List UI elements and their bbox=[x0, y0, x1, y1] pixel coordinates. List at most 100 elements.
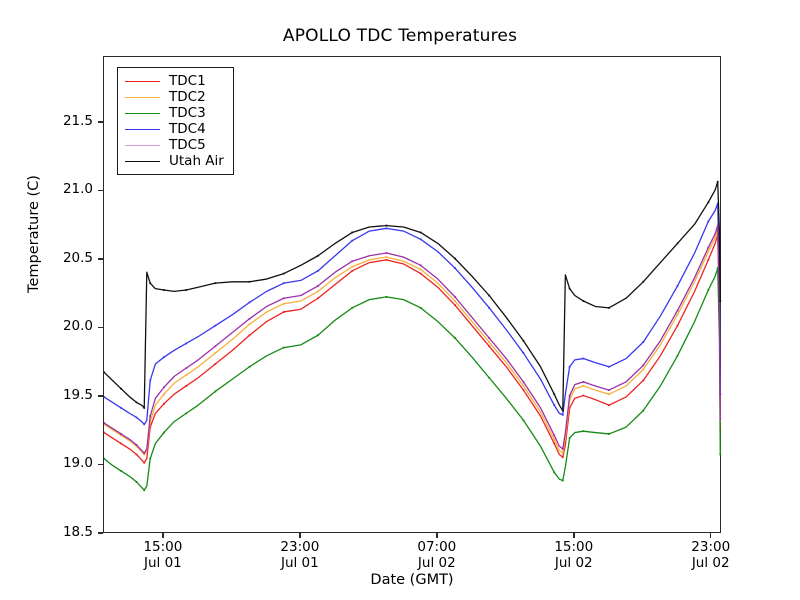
legend-item-tdc5[interactable]: TDC5 bbox=[125, 137, 224, 153]
series-marker bbox=[282, 302, 285, 305]
series-marker bbox=[488, 376, 491, 379]
series-marker bbox=[120, 387, 123, 390]
series-marker bbox=[582, 394, 585, 397]
series-marker bbox=[163, 393, 165, 396]
series-marker bbox=[104, 422, 105, 424]
series-marker bbox=[317, 269, 319, 272]
series-marker bbox=[120, 442, 123, 445]
series-marker bbox=[642, 364, 645, 367]
series-marker bbox=[676, 285, 679, 287]
series-marker bbox=[608, 393, 610, 396]
legend-color-swatch bbox=[125, 144, 160, 146]
series-marker bbox=[419, 231, 422, 234]
series-marker bbox=[676, 309, 679, 312]
series-marker bbox=[248, 323, 251, 326]
legend-item-utah-air[interactable]: Utah Air bbox=[125, 153, 224, 169]
series-marker bbox=[214, 324, 217, 327]
series-marker bbox=[185, 374, 188, 376]
series-marker bbox=[282, 311, 285, 313]
series-marker bbox=[553, 404, 556, 407]
legend-item-tdc4[interactable]: TDC4 bbox=[125, 121, 224, 137]
x-tick-mark bbox=[709, 533, 712, 538]
series-marker bbox=[385, 252, 388, 254]
y-tick-label: 20.0 bbox=[62, 318, 93, 335]
series-marker bbox=[385, 224, 388, 227]
series-marker bbox=[642, 409, 645, 412]
series-line-utah-air bbox=[104, 181, 721, 412]
series-marker bbox=[385, 227, 388, 230]
series-marker bbox=[351, 306, 354, 309]
series-marker bbox=[149, 379, 152, 382]
series-marker bbox=[104, 457, 105, 460]
series-marker bbox=[488, 337, 491, 339]
series-marker bbox=[419, 268, 422, 271]
x-tick-label: 07:00 Jul 02 bbox=[417, 539, 457, 571]
series-marker bbox=[149, 457, 152, 460]
series-marker bbox=[719, 453, 722, 456]
x-tick-label: 15:00 Jul 02 bbox=[554, 539, 594, 571]
series-line-tdc2 bbox=[104, 229, 721, 456]
legend-color-swatch bbox=[125, 112, 160, 114]
series-marker bbox=[707, 246, 710, 249]
y-tick-mark bbox=[98, 189, 103, 192]
series-marker bbox=[317, 297, 319, 300]
series-marker bbox=[143, 461, 146, 464]
series-marker bbox=[317, 254, 319, 257]
series-marker bbox=[248, 365, 251, 368]
series-marker bbox=[248, 317, 251, 320]
x-axis-label: Date (GMT) bbox=[370, 572, 454, 588]
series-marker bbox=[608, 389, 610, 391]
series-marker bbox=[642, 341, 645, 343]
series-marker bbox=[553, 471, 556, 474]
series-marker bbox=[317, 334, 319, 337]
legend-item-tdc1[interactable]: TDC1 bbox=[125, 73, 224, 89]
series-marker bbox=[553, 393, 556, 396]
series-marker bbox=[568, 365, 571, 368]
series-marker bbox=[185, 289, 188, 291]
series-marker bbox=[351, 265, 354, 268]
series-marker bbox=[676, 354, 679, 357]
series-marker bbox=[135, 445, 138, 448]
series-marker bbox=[676, 313, 679, 316]
series-marker bbox=[582, 385, 585, 387]
series-marker bbox=[351, 239, 354, 242]
series-marker bbox=[561, 479, 564, 482]
legend-item-tdc2[interactable]: TDC2 bbox=[125, 89, 224, 105]
y-tick-mark bbox=[98, 258, 103, 260]
x-tick-label: 23:00 Jul 01 bbox=[280, 539, 320, 571]
series-marker bbox=[104, 423, 105, 426]
series-marker bbox=[214, 345, 217, 348]
series-marker bbox=[454, 337, 456, 339]
series-marker bbox=[214, 282, 217, 285]
series-marker bbox=[185, 367, 188, 370]
series-marker bbox=[553, 434, 556, 437]
series-marker bbox=[716, 224, 719, 227]
series-marker bbox=[582, 380, 585, 383]
series-marker bbox=[568, 407, 571, 409]
y-tick-mark bbox=[98, 532, 103, 534]
series-marker bbox=[561, 413, 564, 416]
series-marker bbox=[135, 444, 138, 446]
series-marker bbox=[454, 300, 456, 302]
legend-color-swatch bbox=[125, 128, 160, 130]
series-marker bbox=[143, 453, 146, 456]
series-marker bbox=[561, 456, 564, 459]
series-marker bbox=[317, 285, 319, 287]
series-marker bbox=[522, 419, 525, 422]
series-marker bbox=[488, 306, 491, 309]
y-tick-mark bbox=[98, 395, 103, 397]
series-marker bbox=[163, 289, 165, 291]
series-marker bbox=[608, 433, 610, 435]
series-marker bbox=[104, 396, 105, 398]
y-tick-mark bbox=[98, 326, 103, 329]
series-marker bbox=[488, 345, 491, 348]
series-marker bbox=[214, 363, 217, 365]
series-marker bbox=[248, 334, 251, 337]
legend-label: TDC3 bbox=[169, 105, 206, 121]
series-marker bbox=[561, 448, 564, 450]
series-marker bbox=[582, 357, 585, 360]
series-marker bbox=[419, 264, 422, 267]
legend-item-tdc3[interactable]: TDC3 bbox=[125, 105, 224, 121]
series-marker bbox=[553, 438, 556, 441]
